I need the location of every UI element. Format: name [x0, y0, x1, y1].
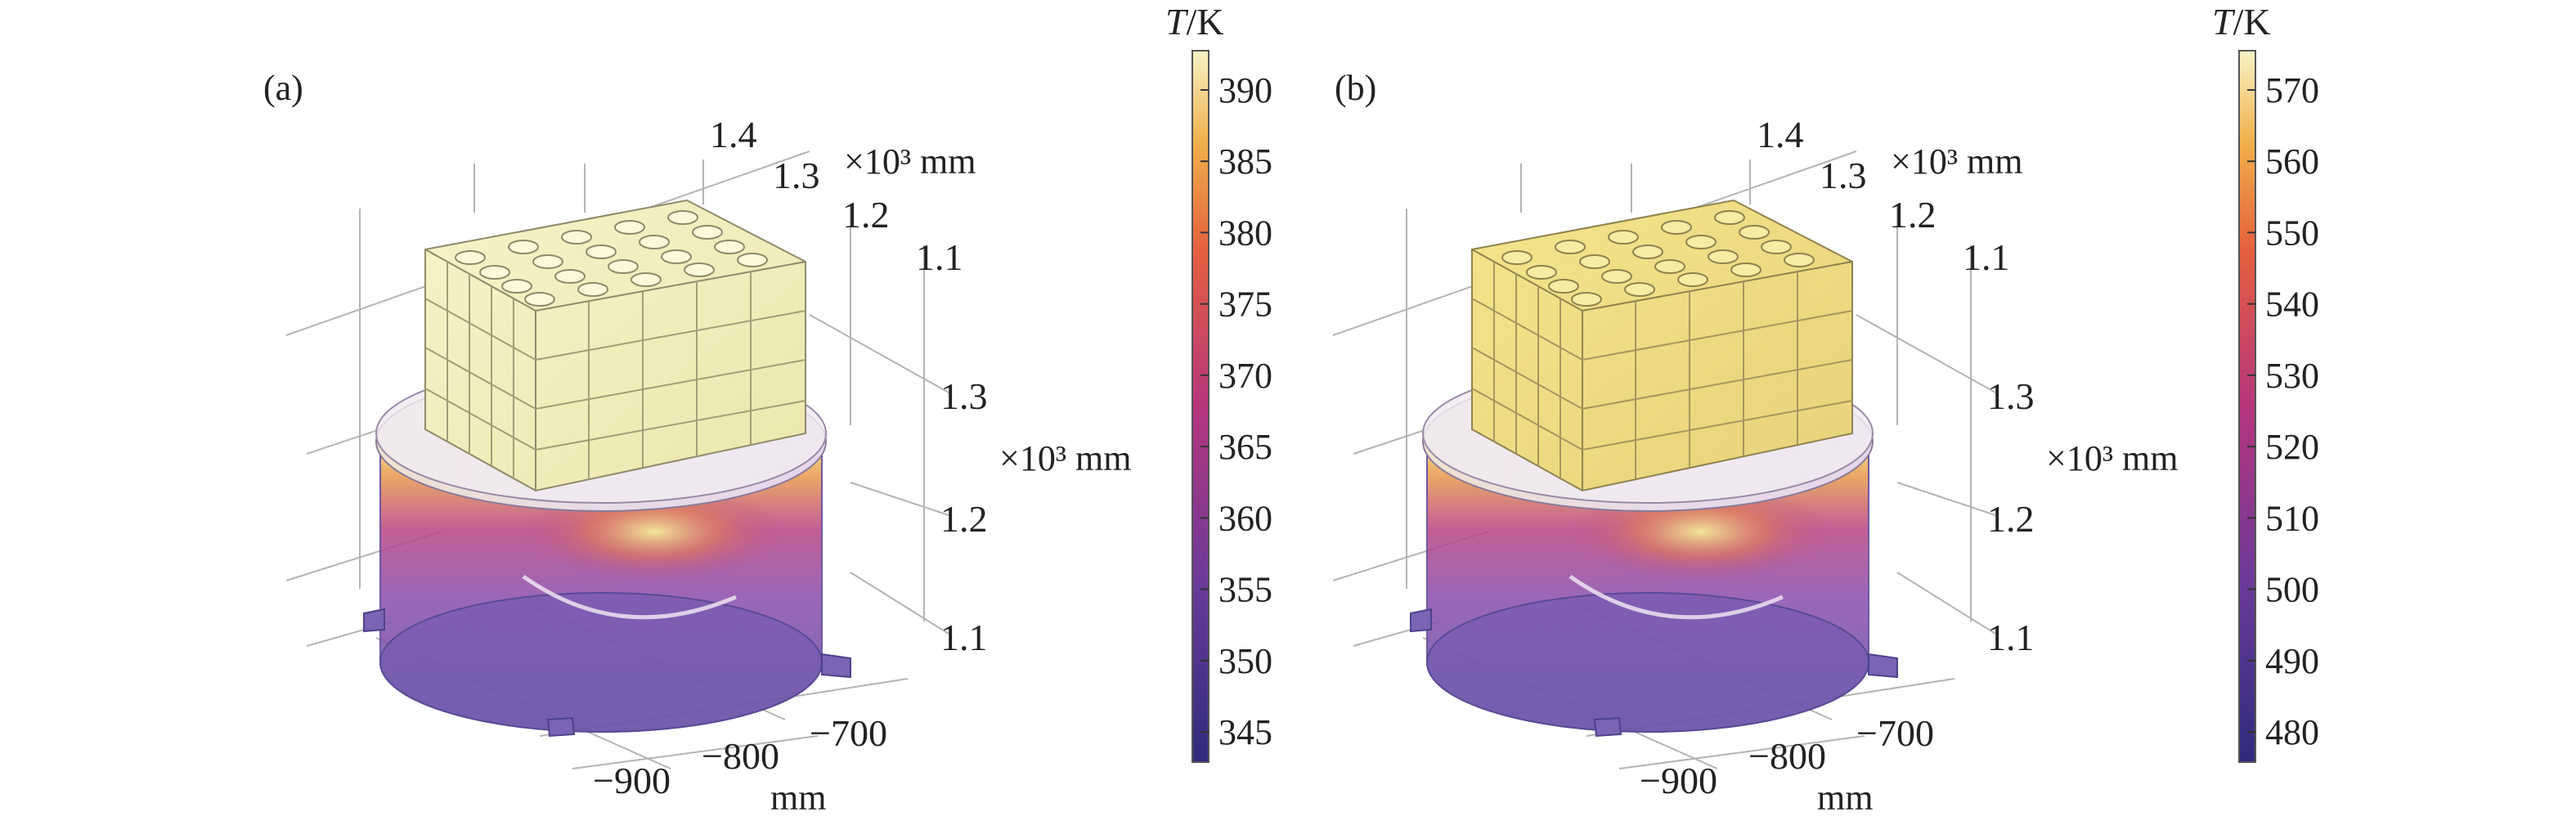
- colorbar-tick-label: 350: [1218, 641, 1272, 681]
- colorbar-tick-label: 375: [1218, 285, 1272, 325]
- colorbar-tick-label: 510: [2265, 498, 2319, 538]
- colorbar-tick-label: 385: [1218, 141, 1272, 182]
- colorbar-tick-label: 360: [1218, 498, 1272, 538]
- colorbar-tick-label: 480: [2265, 712, 2319, 752]
- axis-right-unit: ×10³ mm: [999, 438, 1131, 478]
- axis-top-tick: 1.1: [1963, 236, 2010, 278]
- axis-top-tick: 1.1: [916, 236, 963, 278]
- axis-right-tick: 1.1: [1987, 617, 2035, 658]
- colorbar-tick-label: 390: [1218, 70, 1272, 110]
- colorbar-tick-label: 345: [1218, 712, 1272, 752]
- axis-bottom-tick: −700: [1856, 712, 1934, 754]
- axis-right-tick: 1.3: [940, 375, 988, 417]
- axis-bottom-tick: −900: [1640, 760, 1717, 801]
- colorbar-tick-label: 500: [2265, 570, 2319, 610]
- axis-top-tick: 1.4: [1757, 114, 1804, 155]
- panel-label: (a): [263, 68, 303, 108]
- colorbar-tick-label: 370: [1218, 356, 1272, 396]
- colorbar: T/K 570 560 550 540 530 520 510 500 490 480: [2212, 1, 2319, 763]
- colorbar-tick-label: 530: [2265, 356, 2319, 396]
- colorbar-tick-label: 355: [1218, 570, 1272, 610]
- axis-bottom-tick: −700: [810, 712, 887, 754]
- panel-a: (a): [263, 1, 1272, 818]
- colorbar-tick-label: 560: [2265, 141, 2319, 182]
- colorbar-title: T/K: [1165, 1, 1224, 43]
- axis-top-tick: 1.4: [710, 114, 757, 155]
- colorbar-tick-label: 380: [1218, 213, 1272, 253]
- axis-top-tick: 1.3: [1820, 155, 1867, 196]
- colorbar-tick-label: 365: [1218, 427, 1272, 467]
- axis-right-unit: ×10³ mm: [2046, 438, 2178, 478]
- axis-bottom-unit: mm: [1817, 778, 1873, 818]
- axis-top-unit: ×10³ mm: [844, 141, 976, 182]
- heat-sink-array: [424, 199, 806, 492]
- axis-top-tick: 1.2: [842, 194, 890, 236]
- colorbar: T/K 390 385 380 375 370 365 360 355 350 345: [1165, 1, 1272, 763]
- axis-top-tick: 1.3: [773, 155, 820, 196]
- colorbar-tick-label: 550: [2265, 213, 2319, 253]
- axis-bottom-tick: −800: [1748, 735, 1826, 777]
- axis-bottom-unit: mm: [770, 778, 826, 818]
- colorbar-title: T/K: [2212, 1, 2271, 43]
- axis-right-tick: 1.2: [1987, 498, 2035, 540]
- axis-right-tick: 1.3: [1987, 375, 2035, 417]
- panel-b: (b): [1332, 1, 2319, 818]
- axis-bottom-tick: −800: [702, 735, 779, 777]
- colorbar-tick-label: 570: [2265, 70, 2319, 110]
- axis-right-tick: 1.1: [940, 617, 988, 658]
- panel-label: (b): [1335, 68, 1376, 108]
- axis-top-unit: ×10³ mm: [1891, 141, 2022, 182]
- axis-top-tick: 1.2: [1889, 194, 1936, 236]
- colorbar-tick-label: 540: [2265, 285, 2319, 325]
- colorbar-tick-label: 490: [2265, 641, 2319, 681]
- axis-right-tick: 1.2: [940, 498, 988, 540]
- colorbar-tick-label: 520: [2265, 427, 2319, 467]
- heat-sink-array: [1471, 199, 1853, 492]
- axis-bottom-tick: −900: [593, 760, 671, 801]
